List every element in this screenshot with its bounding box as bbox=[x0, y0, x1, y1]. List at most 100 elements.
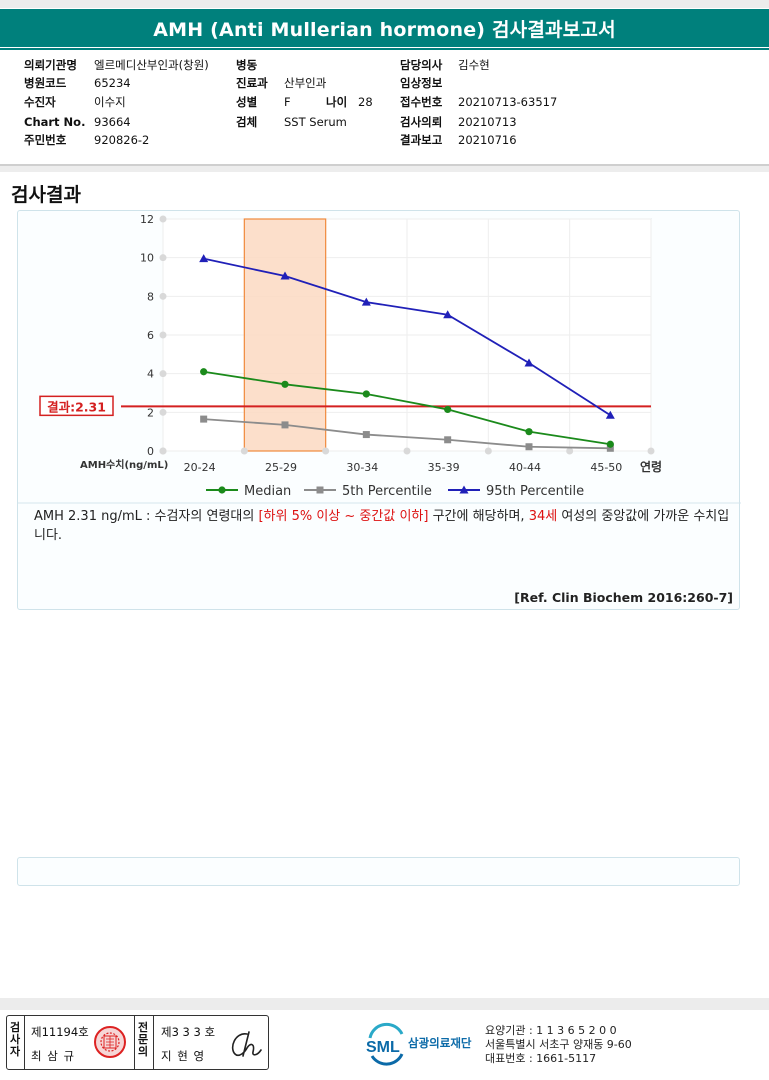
y-tick-dot bbox=[159, 408, 167, 416]
hospital-code-label: 병원코드 bbox=[24, 76, 67, 90]
result-label: 결과:2.31 bbox=[47, 399, 106, 414]
dept-row: 진료과 산부인과 bbox=[236, 74, 326, 92]
x-tick-dot bbox=[240, 447, 248, 455]
ward-label: 병동 bbox=[236, 58, 258, 72]
top-strip bbox=[0, 0, 769, 8]
y-tick-label: 2 bbox=[147, 406, 154, 419]
specialist-no: 제3 3 3 호 bbox=[161, 1025, 216, 1039]
clinical-label: 임상정보 bbox=[400, 76, 443, 90]
patient-value: 이수지 bbox=[94, 95, 126, 109]
specimen-label: 검체 bbox=[236, 115, 258, 129]
chart-no-value: 93664 bbox=[94, 115, 131, 129]
point-median-30-34 bbox=[362, 390, 370, 398]
y-tick-dot bbox=[159, 331, 167, 339]
y-axis-label: AMH수치(ng/mL) bbox=[80, 458, 168, 471]
y-tick-label: 0 bbox=[147, 445, 154, 458]
chart-no-label: Chart No. bbox=[24, 115, 86, 129]
sex-row: 성별 F 나이 28 bbox=[236, 93, 373, 111]
divider bbox=[24, 1016, 25, 1069]
notes-box bbox=[17, 857, 740, 886]
ward-row: 병동 bbox=[236, 56, 284, 74]
result-description: AMH 2.31 ng/mL : 수검자의 연령대의 [하위 5% 이상 ~ 중… bbox=[34, 507, 734, 545]
legend-marker-95th-percentile bbox=[459, 485, 469, 494]
signature-image bbox=[231, 1031, 262, 1057]
point-median-25-29 bbox=[281, 380, 289, 388]
specimen-value: SST Serum bbox=[284, 115, 347, 129]
point-5th-percentile-45-50 bbox=[606, 444, 614, 452]
x-tick-dot bbox=[322, 447, 330, 455]
y-tick-dot bbox=[159, 292, 167, 300]
red-seal-stamp bbox=[94, 1026, 126, 1058]
hospital-code-value: 65234 bbox=[94, 76, 131, 90]
specialist-label: 전문의 bbox=[137, 1022, 151, 1058]
reference: [Ref. Clin Biochem 2016:260-7] bbox=[514, 590, 733, 605]
receipt-row: 접수번호 20210713-63517 bbox=[400, 93, 557, 111]
point-95th-percentile-40-44 bbox=[524, 358, 534, 367]
info-divider bbox=[0, 164, 769, 166]
examiner-no: 제11194호 bbox=[31, 1025, 89, 1039]
request-row: 검사의뢰 20210713 bbox=[400, 113, 517, 131]
report-value: 20210716 bbox=[458, 133, 517, 147]
highlight-band-25-29 bbox=[243, 218, 327, 452]
request-label: 검사의뢰 bbox=[400, 115, 443, 129]
y-tick-dot bbox=[159, 254, 167, 262]
receipt-label: 접수번호 bbox=[400, 95, 443, 109]
dept-label: 진료과 bbox=[236, 76, 268, 90]
doctor-label: 담당의사 bbox=[400, 58, 443, 72]
hospital-code-row: 병원코드 65234 bbox=[24, 74, 131, 92]
institution-row: 의뢰기관명 엘르메디산부인과(창원) bbox=[24, 56, 209, 74]
doctor-row: 담당의사 김수현 bbox=[400, 56, 490, 74]
patient-info: 의뢰기관명 엘르메디산부인과(창원) 병원코드 65234 수진자 이수지 Chart… bbox=[24, 56, 754, 156]
dept-value: 산부인과 bbox=[284, 76, 327, 90]
report-row: 결과보고 20210716 bbox=[400, 131, 517, 149]
point-95th-percentile-35-39 bbox=[443, 310, 453, 319]
receipt-value: 20210713-63517 bbox=[458, 95, 558, 109]
clinical-row: 임상정보 bbox=[400, 74, 458, 92]
institution-value: 엘르메디산부인과(창원) bbox=[94, 58, 209, 72]
age-label: 나이 bbox=[326, 95, 348, 109]
sex-label: 성별 bbox=[236, 95, 258, 109]
report-label: 결과보고 bbox=[400, 133, 443, 147]
point-5th-percentile-40-44 bbox=[525, 443, 533, 451]
examiner-label-text: 검사자 bbox=[9, 1021, 21, 1058]
point-95th-percentile-25-29 bbox=[280, 271, 290, 280]
doctor-value: 김수현 bbox=[458, 58, 490, 72]
org-line3: 대표번호 : 1661-5117 bbox=[485, 1052, 597, 1065]
x-tick-label: 45-50 bbox=[590, 461, 622, 474]
y-tick-dot bbox=[159, 370, 167, 378]
footer-divider bbox=[0, 998, 769, 1010]
x-tick-dot bbox=[403, 447, 411, 455]
signature-box: 검사자 제11194호 최 삼 규 전문의 제3 3 3 호 지 현 영 bbox=[6, 1015, 269, 1070]
x-tick-dot bbox=[647, 447, 655, 455]
point-5th-percentile-30-34 bbox=[362, 431, 370, 439]
x-tick-label: 20-24 bbox=[184, 461, 216, 474]
series-line-95th-percentile bbox=[203, 257, 611, 416]
x-tick-label: 35-39 bbox=[428, 461, 460, 474]
y-tick-label: 12 bbox=[140, 213, 154, 226]
x-tick-dot bbox=[159, 447, 167, 455]
x-tick-label: 30-34 bbox=[346, 461, 378, 474]
desc-range: [하위 5% 이상 ~ 중간값 이하] bbox=[258, 509, 429, 524]
org-info: 요양기관 : 1 1 3 6 5 2 0 0 서울특별시 서초구 양재동 9-6… bbox=[485, 1024, 632, 1066]
x-tick-dot bbox=[484, 447, 492, 455]
legend-label-5th-percentile: 5th Percentile bbox=[342, 484, 432, 499]
svg-text:SML: SML bbox=[366, 1039, 400, 1056]
divider bbox=[153, 1016, 154, 1069]
chart-no-row: Chart No. 93664 bbox=[24, 113, 131, 131]
age-value: 28 bbox=[358, 95, 373, 109]
section-title: 검사결과 bbox=[11, 184, 81, 206]
point-median-35-39 bbox=[444, 405, 452, 414]
point-5th-percentile-20-24 bbox=[200, 415, 208, 423]
y-tick-label: 10 bbox=[140, 252, 154, 265]
chart-panel: 0 2 4 6 8 10 12 20-24 25-29 30-34 35-39 40-44 45-50 연… bbox=[17, 210, 741, 610]
report-title: AMH (Anti Mullerian hormone) 검사결과보고서 bbox=[0, 9, 769, 50]
series-line-5th-percentile bbox=[203, 418, 611, 450]
point-median-20-24 bbox=[200, 368, 208, 376]
desc-part5: 여성의 중앙값에 가까운 수치입니다. bbox=[34, 509, 730, 543]
result-label-box bbox=[39, 395, 114, 417]
y-tick-label: 6 bbox=[147, 329, 154, 342]
patient-row: 수진자 이수지 bbox=[24, 93, 126, 111]
y-tick-dot bbox=[159, 215, 167, 223]
legend-marker-5th-percentile bbox=[316, 486, 324, 494]
x-axis-end-label: 연령 bbox=[640, 459, 662, 474]
